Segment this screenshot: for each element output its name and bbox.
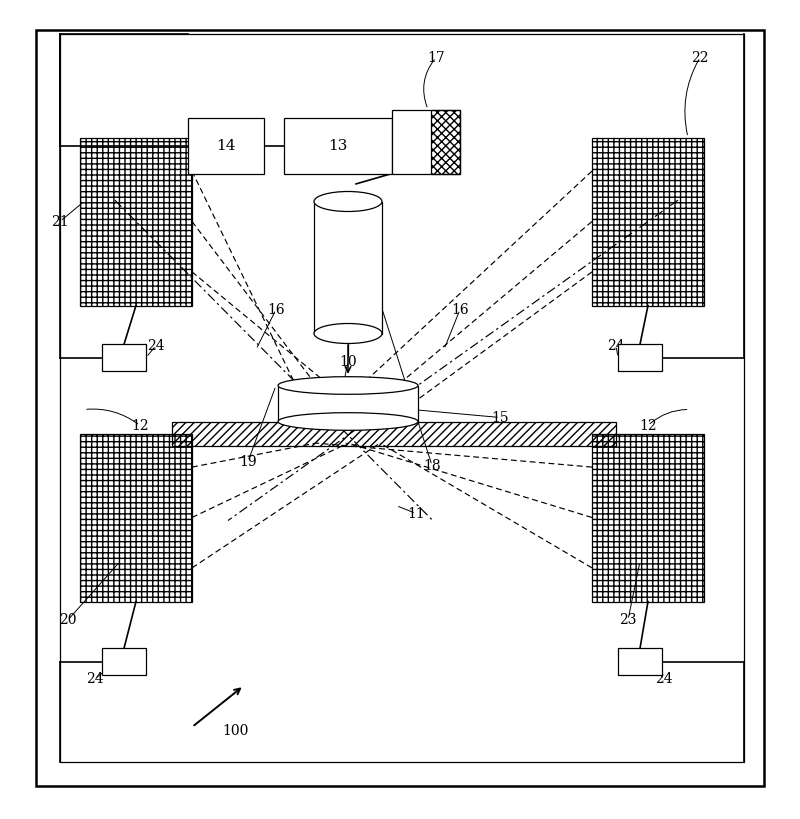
Bar — [80, 138, 192, 305]
Text: 13: 13 — [328, 138, 348, 152]
Bar — [278, 386, 418, 422]
Text: 19: 19 — [239, 455, 257, 468]
Text: 24: 24 — [147, 338, 165, 352]
Text: 12: 12 — [131, 419, 149, 432]
Text: 18: 18 — [423, 459, 441, 473]
Text: 24: 24 — [607, 338, 625, 352]
Text: 23: 23 — [619, 613, 637, 627]
Bar — [618, 344, 662, 371]
Ellipse shape — [314, 324, 382, 343]
Text: 24: 24 — [655, 672, 673, 686]
Bar — [431, 110, 460, 174]
Bar — [102, 649, 146, 675]
Bar — [80, 433, 192, 601]
Text: 22: 22 — [691, 51, 709, 65]
Text: 16: 16 — [267, 302, 285, 316]
Bar — [592, 138, 704, 305]
Ellipse shape — [278, 377, 418, 394]
Bar — [188, 117, 264, 174]
Bar — [392, 110, 460, 174]
Text: 15: 15 — [491, 410, 509, 424]
Text: 14: 14 — [216, 138, 236, 152]
Text: 24: 24 — [86, 672, 103, 686]
Bar — [60, 34, 744, 762]
Bar — [284, 117, 392, 174]
Text: 21: 21 — [51, 215, 69, 229]
Bar — [102, 344, 146, 371]
Ellipse shape — [314, 192, 382, 211]
Ellipse shape — [278, 413, 418, 430]
Bar — [314, 201, 382, 333]
Text: 11: 11 — [407, 506, 425, 521]
Text: 10: 10 — [339, 355, 357, 369]
Bar — [618, 649, 662, 675]
Bar — [431, 110, 460, 174]
Bar — [172, 422, 616, 446]
Text: 20: 20 — [59, 613, 77, 627]
Bar — [592, 433, 704, 601]
Text: 16: 16 — [451, 302, 469, 316]
Text: 17: 17 — [427, 51, 445, 65]
Text: 100: 100 — [223, 724, 249, 738]
Text: 12: 12 — [639, 419, 657, 432]
